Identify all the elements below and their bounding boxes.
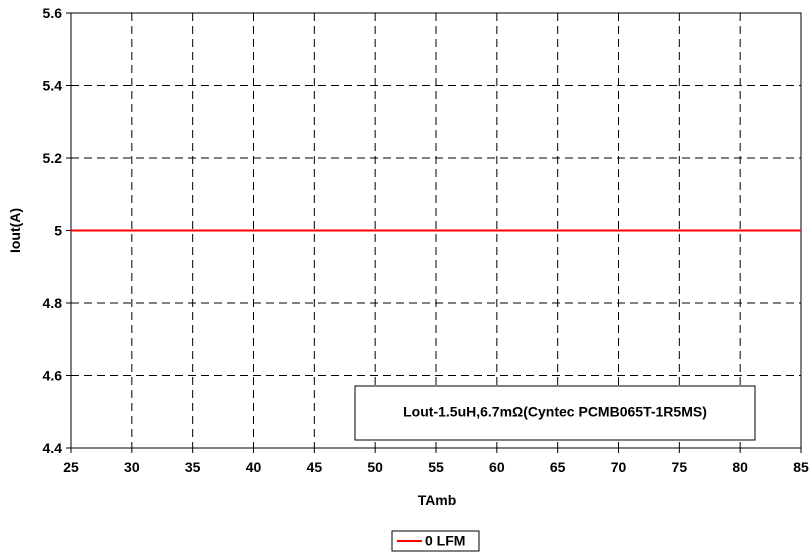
x-tick-label-70: 70 [611, 459, 627, 475]
annotation-box: Lout-1.5uH,6.7mΩ(Cyntec PCMB065T-1R5MS) [354, 385, 756, 441]
y-tick-label-5.2: 5.2 [43, 150, 63, 166]
y-tick-label-5.6: 5.6 [43, 5, 63, 21]
x-tick-label-25: 25 [63, 459, 79, 475]
y-tick-label-4.6: 4.6 [43, 368, 63, 384]
x-tick-label-35: 35 [185, 459, 201, 475]
legend: 0 LFM [391, 530, 480, 552]
x-tick-label-50: 50 [367, 459, 383, 475]
legend-label-0-lfm: 0 LFM [425, 533, 465, 549]
y-axis-ticks: 4.4 4.6 4.8 5 5.2 5.4 5.6 [43, 5, 71, 456]
x-tick-label-40: 40 [246, 459, 262, 475]
y-axis-label: Iout(A) [7, 208, 23, 253]
x-tick-label-55: 55 [428, 459, 444, 475]
x-tick-label-60: 60 [489, 459, 505, 475]
y-tick-label-4.8: 4.8 [43, 295, 63, 311]
y-tick-label-5.4: 5.4 [43, 78, 63, 94]
y-tick-label-4.4: 4.4 [43, 440, 63, 456]
x-axis-ticks: 25 30 35 40 45 50 55 60 65 70 75 80 85 [63, 448, 809, 475]
x-tick-label-65: 65 [550, 459, 566, 475]
x-tick-label-45: 45 [307, 459, 323, 475]
x-tick-label-85: 85 [793, 459, 809, 475]
annotation-text: Lout-1.5uH,6.7mΩ(Cyntec PCMB065T-1R5MS) [403, 404, 707, 420]
x-tick-label-80: 80 [732, 459, 748, 475]
x-tick-label-75: 75 [672, 459, 688, 475]
x-axis-label: TAmb [418, 492, 457, 508]
y-tick-label-5: 5 [54, 223, 62, 239]
x-tick-label-30: 30 [124, 459, 140, 475]
